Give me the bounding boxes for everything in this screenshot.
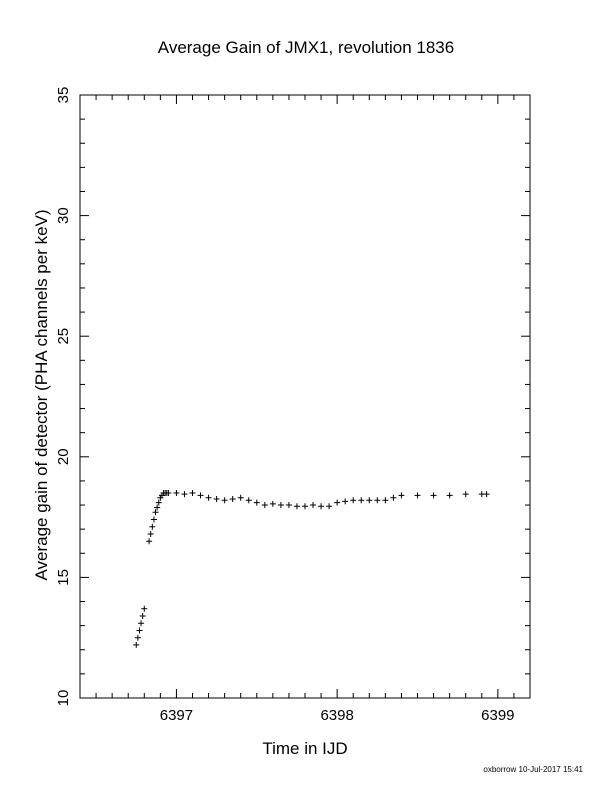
data-point	[414, 492, 421, 499]
data-point	[134, 634, 141, 641]
data-point	[141, 605, 148, 612]
data-point	[285, 502, 292, 509]
x-tick-label: 6399	[481, 707, 514, 724]
data-point	[326, 503, 333, 510]
data-point	[213, 496, 220, 503]
data-point	[149, 523, 156, 530]
y-tick-label: 20	[55, 448, 72, 465]
data-point	[189, 489, 196, 496]
data-point	[139, 612, 146, 619]
chart-title: Average Gain of JMX1, revolution 1836	[158, 38, 454, 57]
y-tick-label: 35	[55, 87, 72, 104]
data-point	[253, 499, 260, 506]
data-point	[138, 620, 145, 627]
data-point	[146, 538, 153, 545]
data-point	[334, 499, 341, 506]
data-point	[205, 494, 212, 501]
data-point	[237, 494, 244, 501]
data-point	[382, 497, 389, 504]
data-point	[261, 502, 268, 509]
data-point	[350, 497, 357, 504]
data-point	[430, 492, 437, 499]
data-point	[483, 491, 490, 498]
footer-timestamp: oxborrow 10-Jul-2017 15:41	[483, 765, 583, 774]
data-point	[302, 503, 308, 510]
data-point	[446, 492, 453, 499]
data-point	[181, 491, 188, 498]
data-point	[374, 497, 381, 504]
data-point	[165, 489, 172, 496]
data-point	[221, 497, 228, 504]
y-axis-label: Average gain of detector (PHA channels p…	[32, 209, 51, 580]
plot-area	[79, 94, 531, 699]
x-axis-label: Time in IJD	[262, 739, 347, 758]
data-point	[342, 498, 349, 505]
data-point	[133, 641, 140, 648]
data-point	[293, 503, 300, 510]
data-point	[269, 500, 276, 507]
data-point	[197, 492, 204, 499]
x-tick-label: 6398	[320, 707, 353, 724]
x-tick-label: 6397	[160, 707, 193, 724]
data-point	[245, 497, 252, 504]
data-point	[155, 499, 162, 506]
data-point	[366, 497, 373, 504]
y-axis: 10 15 20 25 30 35	[55, 87, 530, 707]
y-tick-label: 30	[55, 207, 72, 224]
data-point	[136, 627, 143, 634]
y-tick-label: 15	[55, 569, 72, 586]
x-axis: 6397 6398 6399	[79, 95, 531, 724]
data-point	[318, 503, 325, 510]
data-point	[152, 509, 159, 516]
y-tick-label: 10	[55, 690, 72, 707]
data-point	[154, 504, 161, 511]
data-point	[398, 492, 405, 499]
data-point	[462, 491, 469, 498]
data-point	[173, 489, 180, 496]
data-point	[277, 502, 284, 509]
data-point	[310, 502, 317, 509]
y-tick-label: 25	[55, 328, 72, 345]
data-series	[133, 489, 490, 648]
data-point	[147, 530, 154, 537]
data-point	[150, 516, 157, 523]
data-point	[358, 497, 365, 504]
data-point	[390, 494, 397, 501]
data-point	[229, 496, 236, 503]
